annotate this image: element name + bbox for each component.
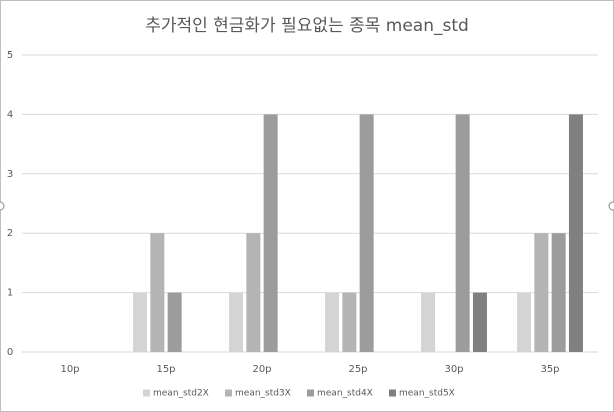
- bar: [455, 114, 470, 353]
- bar: [133, 292, 148, 352]
- bar: [325, 292, 340, 352]
- legend-label: mean_std5X: [399, 389, 455, 399]
- x-tick-label: 20p: [252, 364, 271, 375]
- legend-swatch: [143, 389, 150, 397]
- bar: [551, 233, 566, 352]
- bar: [263, 114, 278, 353]
- bar: [472, 292, 487, 352]
- y-tick-label: 0: [7, 347, 13, 358]
- x-tick-label: 25p: [348, 364, 367, 375]
- bar: [342, 292, 357, 352]
- bar: [229, 292, 244, 352]
- resize-handle[interactable]: [0, 201, 5, 211]
- x-tick-label: 10p: [60, 364, 79, 375]
- bar: [568, 114, 583, 353]
- bar: [359, 114, 374, 353]
- x-tick-label: 30p: [444, 364, 463, 375]
- legend-swatch: [307, 389, 314, 397]
- bar: [517, 292, 532, 352]
- legend-swatch: [225, 389, 232, 397]
- chart-title: 추가적인 현금화가 필요없는 종목 mean_std: [145, 16, 469, 36]
- y-tick-label: 1: [7, 288, 13, 299]
- bar: [167, 292, 182, 352]
- bar: [534, 233, 549, 352]
- bar: [246, 233, 261, 352]
- bar: [150, 233, 165, 352]
- y-tick-label: 4: [7, 109, 13, 120]
- bar: [421, 292, 436, 352]
- legend-label: mean_std4X: [317, 389, 373, 399]
- y-tick-label: 2: [7, 228, 13, 239]
- legend-label: mean_std2X: [153, 389, 209, 399]
- x-tick-label: 15p: [156, 364, 175, 375]
- legend-label: mean_std3X: [235, 389, 291, 399]
- y-tick-label: 5: [7, 50, 13, 61]
- y-tick-label: 3: [7, 169, 13, 180]
- resize-handle[interactable]: [608, 201, 614, 211]
- x-tick-label: 35p: [540, 364, 559, 375]
- legend-swatch: [389, 389, 396, 397]
